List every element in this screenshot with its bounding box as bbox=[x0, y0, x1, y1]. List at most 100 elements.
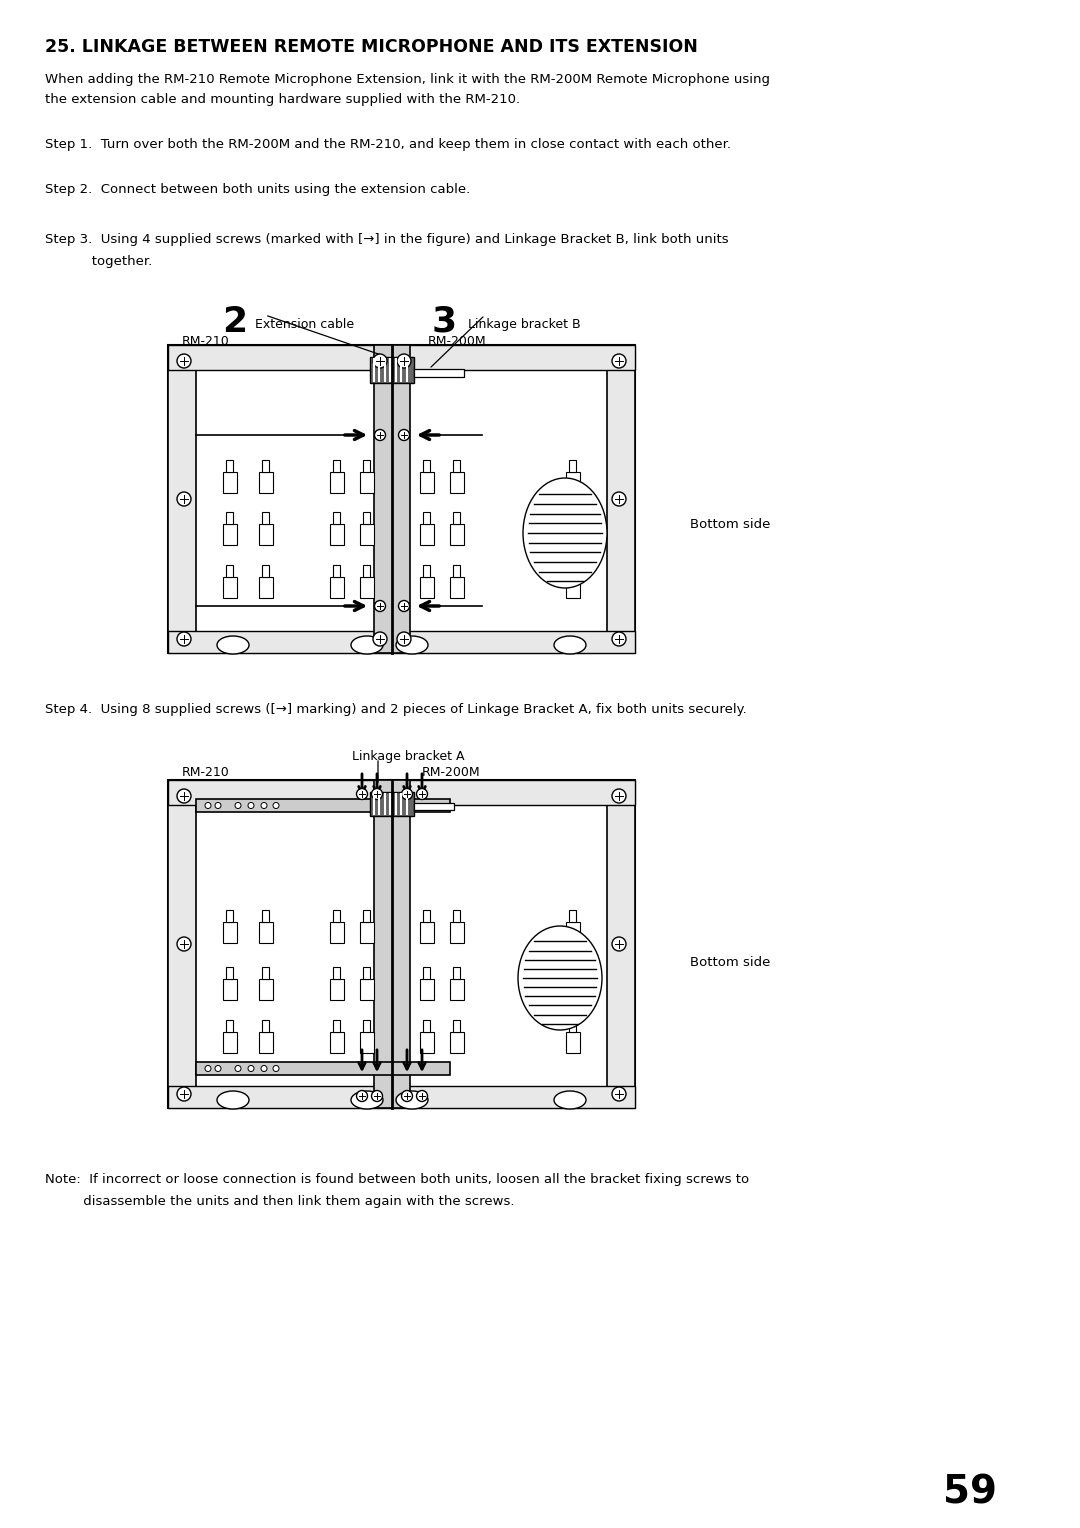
Ellipse shape bbox=[351, 1091, 383, 1109]
Bar bbox=[262, 460, 270, 472]
Ellipse shape bbox=[518, 926, 602, 1030]
Circle shape bbox=[261, 802, 267, 808]
Circle shape bbox=[399, 429, 409, 440]
Bar bbox=[334, 967, 340, 979]
Bar bbox=[566, 578, 580, 597]
Bar bbox=[259, 524, 273, 545]
Bar bbox=[454, 909, 460, 921]
Bar bbox=[262, 512, 270, 524]
Bar bbox=[450, 921, 464, 943]
Ellipse shape bbox=[554, 1091, 586, 1109]
Circle shape bbox=[215, 802, 221, 808]
Circle shape bbox=[399, 601, 409, 611]
Text: Step 4.  Using 8 supplied screws ([→] marking) and 2 pieces of Linkage Bracket A: Step 4. Using 8 supplied screws ([→] mar… bbox=[45, 703, 746, 717]
Circle shape bbox=[397, 354, 411, 368]
Text: 59: 59 bbox=[943, 1473, 997, 1511]
Circle shape bbox=[612, 354, 626, 368]
Text: Bottom side: Bottom side bbox=[690, 957, 770, 969]
Bar bbox=[364, 512, 370, 524]
Circle shape bbox=[177, 788, 191, 804]
Circle shape bbox=[356, 788, 367, 799]
Bar bbox=[454, 460, 460, 472]
Bar bbox=[330, 921, 345, 943]
Bar bbox=[222, 472, 237, 494]
Bar bbox=[222, 921, 237, 943]
Bar bbox=[360, 979, 374, 999]
Bar bbox=[566, 921, 580, 943]
Text: RM-210: RM-210 bbox=[183, 335, 230, 348]
Bar bbox=[454, 967, 460, 979]
Bar bbox=[180, 788, 623, 1100]
Text: RM-210: RM-210 bbox=[183, 766, 230, 779]
Text: 3: 3 bbox=[432, 306, 457, 339]
Bar bbox=[330, 1031, 345, 1053]
Text: RM-200M: RM-200M bbox=[428, 335, 487, 348]
Text: Linkage bracket B: Linkage bracket B bbox=[468, 318, 581, 332]
Bar bbox=[334, 1019, 340, 1031]
Bar bbox=[360, 1031, 374, 1053]
Circle shape bbox=[177, 1086, 191, 1102]
Text: 25. LINKAGE BETWEEN REMOTE MICROPHONE AND ITS EXTENSION: 25. LINKAGE BETWEEN REMOTE MICROPHONE AN… bbox=[45, 38, 698, 57]
Text: Step 2.  Connect between both units using the extension cable.: Step 2. Connect between both units using… bbox=[45, 183, 470, 196]
Bar bbox=[569, 967, 577, 979]
Bar bbox=[262, 565, 270, 578]
Bar bbox=[569, 909, 577, 921]
Bar bbox=[360, 578, 374, 597]
Bar bbox=[454, 1019, 460, 1031]
Bar bbox=[227, 460, 233, 472]
Bar bbox=[569, 1019, 577, 1031]
Bar bbox=[168, 345, 635, 652]
Bar bbox=[423, 460, 431, 472]
Circle shape bbox=[375, 429, 386, 440]
Bar bbox=[420, 472, 434, 494]
Bar bbox=[607, 345, 635, 652]
Circle shape bbox=[417, 1091, 428, 1102]
Circle shape bbox=[273, 1065, 279, 1071]
Bar bbox=[330, 578, 345, 597]
Bar bbox=[569, 460, 577, 472]
Bar bbox=[414, 804, 454, 810]
Bar bbox=[364, 1019, 370, 1031]
Text: together.: together. bbox=[45, 255, 152, 267]
Ellipse shape bbox=[396, 636, 428, 654]
Circle shape bbox=[397, 633, 411, 646]
Bar bbox=[227, 967, 233, 979]
Bar bbox=[360, 524, 374, 545]
Text: RM-200M: RM-200M bbox=[422, 766, 481, 779]
Bar bbox=[370, 792, 414, 816]
Bar bbox=[227, 909, 233, 921]
Bar bbox=[222, 979, 237, 999]
Bar bbox=[414, 368, 464, 377]
Bar bbox=[360, 472, 374, 494]
Bar bbox=[364, 565, 370, 578]
Ellipse shape bbox=[554, 636, 586, 654]
Bar bbox=[420, 524, 434, 545]
Circle shape bbox=[612, 788, 626, 804]
Circle shape bbox=[177, 937, 191, 950]
Text: Step 1.  Turn over both the RM-200M and the RM-210, and keep them in close conta: Step 1. Turn over both the RM-200M and t… bbox=[45, 138, 731, 151]
Bar bbox=[222, 578, 237, 597]
Bar bbox=[450, 524, 464, 545]
Circle shape bbox=[417, 788, 428, 799]
Bar bbox=[450, 578, 464, 597]
Bar bbox=[195, 799, 450, 811]
Bar bbox=[168, 345, 635, 370]
Bar bbox=[450, 472, 464, 494]
Circle shape bbox=[612, 492, 626, 506]
Ellipse shape bbox=[396, 1091, 428, 1109]
Circle shape bbox=[177, 354, 191, 368]
Bar bbox=[222, 1031, 237, 1053]
Bar bbox=[334, 565, 340, 578]
Bar bbox=[364, 909, 370, 921]
Bar bbox=[420, 979, 434, 999]
Bar bbox=[259, 921, 273, 943]
Text: 2: 2 bbox=[222, 306, 247, 339]
Bar bbox=[450, 979, 464, 999]
Text: Bottom side: Bottom side bbox=[690, 518, 770, 530]
Bar bbox=[423, 512, 431, 524]
Bar bbox=[227, 512, 233, 524]
Text: disassemble the units and then link them again with the screws.: disassemble the units and then link them… bbox=[45, 1195, 514, 1209]
Bar bbox=[420, 578, 434, 597]
Bar bbox=[262, 909, 270, 921]
Text: Extension cable: Extension cable bbox=[255, 318, 354, 332]
